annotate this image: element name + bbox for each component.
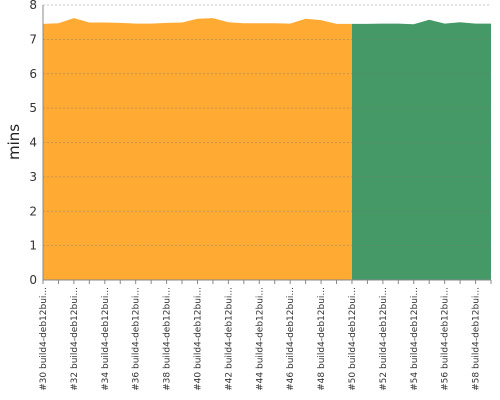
y-tick-label-8: 8 <box>29 0 37 12</box>
area-layer <box>43 18 491 280</box>
grid-layer <box>43 4 491 247</box>
x-tick-label-32: #32 build4-deb12bui... <box>70 287 80 391</box>
area-segment-1 <box>351 19 491 280</box>
y-tick-label-1: 1 <box>29 239 37 253</box>
y-tick-label-3: 3 <box>29 170 37 184</box>
x-tick-label-38: #38 build4-deb12bui... <box>163 287 173 391</box>
y-axis-label: mins <box>5 124 23 160</box>
y-tick-label-2: 2 <box>29 204 37 218</box>
x-tick-label-34: #34 build4-deb12bui... <box>101 287 111 391</box>
x-tick-label-48: #48 build4-deb12bui... <box>317 287 327 391</box>
y-tick-layer: 0 1 2 3 4 5 6 7 8 <box>29 0 37 287</box>
x-tick-label-52: #52 build4-deb12bui... <box>379 287 389 391</box>
x-tick-label-54: #54 build4-deb12bui... <box>410 287 420 391</box>
y-tick-label-0: 0 <box>29 273 37 287</box>
axes-layer <box>42 5 491 281</box>
area-segment-0 <box>43 18 352 280</box>
y-tick-label-5: 5 <box>29 101 37 115</box>
x-tick-label-56: #56 build4-deb12bui... <box>441 287 451 391</box>
y-tick-label-6: 6 <box>29 67 37 81</box>
x-tick-label-42: #42 build4-deb12bui... <box>224 287 234 391</box>
x-tick-label-50: #50 build4-deb12bui... <box>348 287 358 391</box>
y-tick-label-4: 4 <box>29 136 37 150</box>
x-tick-label-46: #46 build4-deb12bui... <box>286 287 296 391</box>
x-tick-label-40: #40 build4-deb12bui... <box>193 287 203 391</box>
x-tick-label-36: #36 build4-deb12bui... <box>132 287 142 391</box>
x-tick-label-44: #44 build4-deb12bui... <box>255 287 265 391</box>
x-tick-label-30: #30 build4-deb12bui... <box>39 287 49 391</box>
x-tick-label-58: #58 build4-deb12bui... <box>472 287 482 391</box>
x-tick-layer: #30 build4-deb12bui... #32 build4-deb12bu… <box>39 280 492 391</box>
y-tick-label-7: 7 <box>29 32 37 46</box>
